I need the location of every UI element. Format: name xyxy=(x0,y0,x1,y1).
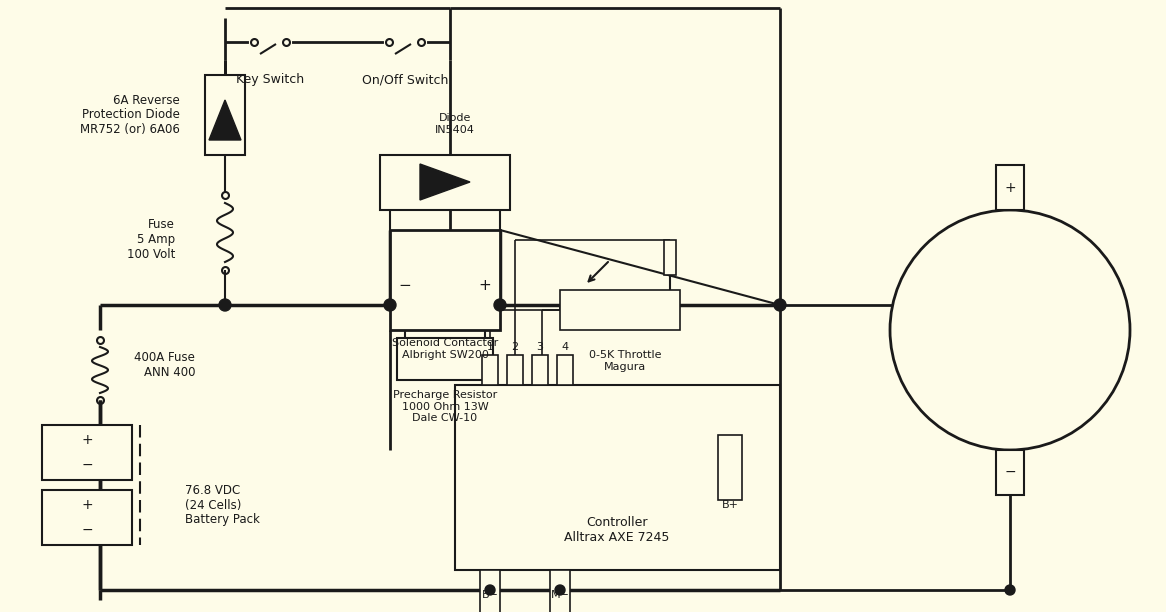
Bar xyxy=(550,570,570,612)
Bar xyxy=(557,355,573,385)
Text: 0-5K Throttle
Magura: 0-5K Throttle Magura xyxy=(589,350,661,371)
Circle shape xyxy=(1005,585,1014,595)
Text: +: + xyxy=(82,498,93,512)
Text: Precharge Resistor
1000 Ohm 13W
Dale CW-10: Precharge Resistor 1000 Ohm 13W Dale CW-… xyxy=(393,390,497,424)
Text: +: + xyxy=(82,433,93,447)
Text: −: − xyxy=(82,523,93,537)
Bar xyxy=(389,230,500,330)
Text: B+: B+ xyxy=(722,500,738,510)
Bar xyxy=(663,240,676,275)
Text: Controller
Alltrax AXE 7245: Controller Alltrax AXE 7245 xyxy=(564,516,669,544)
Text: On/Off Switch: On/Off Switch xyxy=(361,73,448,86)
Bar xyxy=(996,165,1024,210)
Text: B−: B− xyxy=(482,590,499,600)
Bar xyxy=(532,355,548,385)
Text: 2: 2 xyxy=(512,342,519,352)
Bar xyxy=(396,338,493,380)
Text: Diode
IN5404: Diode IN5404 xyxy=(435,113,475,135)
Text: M−: M− xyxy=(550,590,569,600)
Text: 3: 3 xyxy=(536,342,543,352)
Text: −: − xyxy=(1004,465,1016,479)
Bar xyxy=(996,450,1024,495)
Bar xyxy=(482,355,498,385)
Text: 4: 4 xyxy=(562,342,569,352)
Circle shape xyxy=(384,299,396,311)
Circle shape xyxy=(890,210,1130,450)
Bar xyxy=(507,355,524,385)
Text: +: + xyxy=(478,277,491,293)
Text: +: + xyxy=(1004,181,1016,195)
Bar xyxy=(42,490,132,545)
Bar xyxy=(205,75,245,155)
Text: Fuse
5 Amp
100 Volt: Fuse 5 Amp 100 Volt xyxy=(127,218,175,261)
Circle shape xyxy=(219,299,231,311)
Text: −: − xyxy=(82,458,93,472)
Bar xyxy=(455,385,780,570)
Text: Key Switch: Key Switch xyxy=(236,73,304,86)
Polygon shape xyxy=(420,164,470,200)
Text: 400A Fuse
ANN 400: 400A Fuse ANN 400 xyxy=(134,351,195,379)
Text: 76.8 VDC
(24 Cells)
Battery Pack: 76.8 VDC (24 Cells) Battery Pack xyxy=(185,483,260,526)
Circle shape xyxy=(774,299,786,311)
Bar xyxy=(480,570,500,612)
Bar xyxy=(42,425,132,480)
Text: 1: 1 xyxy=(486,342,493,352)
Circle shape xyxy=(485,585,496,595)
Bar xyxy=(560,290,680,330)
Bar xyxy=(718,435,742,500)
Polygon shape xyxy=(209,100,241,140)
Bar xyxy=(380,155,510,210)
Circle shape xyxy=(555,585,566,595)
Text: 6A Reverse
Protection Diode
MR752 (or) 6A06: 6A Reverse Protection Diode MR752 (or) 6… xyxy=(80,94,180,136)
Text: −: − xyxy=(399,277,412,293)
Text: Solenoid Contactor
Albright SW200: Solenoid Contactor Albright SW200 xyxy=(392,338,498,360)
Circle shape xyxy=(494,299,506,311)
